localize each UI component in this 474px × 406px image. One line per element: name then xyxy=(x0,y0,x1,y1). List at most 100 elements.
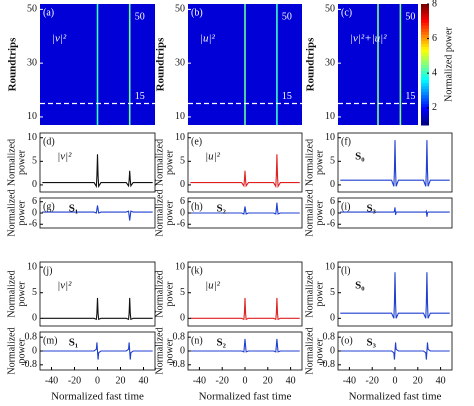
colorbar-segment xyxy=(421,46,429,50)
annotation: S₂ xyxy=(217,203,227,215)
data-line xyxy=(340,272,450,319)
colorbar-segment xyxy=(421,85,429,90)
colorbar-segment xyxy=(421,58,429,62)
y-tick-label: 30 xyxy=(175,57,185,68)
colorbar-segment xyxy=(421,52,429,56)
panel-label: (o) xyxy=(341,335,353,346)
x-tick-label: -20 xyxy=(216,375,229,386)
y-tick-label: 0 xyxy=(330,179,335,190)
data-line xyxy=(340,342,450,360)
y-axis-label: Normalized xyxy=(154,189,165,236)
y-tick-label: -6 xyxy=(327,219,335,230)
annotation: S₃ xyxy=(367,203,377,215)
y-axis-label: Roundtrips xyxy=(305,37,317,92)
y-tick-label: 0 xyxy=(180,313,185,324)
plot-frame xyxy=(39,197,156,229)
y-axis-label: Normalized xyxy=(304,270,315,317)
annotation: S₀ xyxy=(355,280,365,292)
y-axis-label: Normalized xyxy=(6,189,17,236)
annotation: |u|² xyxy=(205,280,221,292)
roundtrip-label: 15 xyxy=(282,91,292,102)
colorbar-segment xyxy=(421,67,429,72)
panel-label: (m) xyxy=(43,335,57,346)
data-line xyxy=(340,140,450,187)
colorbar-segment xyxy=(421,121,429,126)
y-axis-label: power xyxy=(314,200,325,226)
data-line xyxy=(190,202,300,215)
y-tick-label: 50 xyxy=(27,4,37,15)
colorbar-segment xyxy=(421,37,429,41)
colorbar-segment xyxy=(421,7,429,11)
y-tick-label: 10 xyxy=(325,111,335,122)
y-axis-label: Normalized xyxy=(304,189,315,236)
colorbar-segment xyxy=(421,25,429,29)
data-line xyxy=(42,297,153,321)
y-tick-label: 0 xyxy=(32,345,37,356)
y-axis-label: Normalized xyxy=(154,327,165,374)
y-axis-label: Normalized xyxy=(304,327,315,374)
panel-label: (i) xyxy=(341,201,350,212)
data-line xyxy=(42,342,153,360)
panel-label: (d) xyxy=(43,136,55,147)
y-axis-label: Normalized xyxy=(154,270,165,317)
colorbar-segment xyxy=(421,55,429,59)
annotation: S₁ xyxy=(69,337,78,349)
annotation: |v|²+|u|² xyxy=(350,33,387,45)
colorbar-segment xyxy=(421,19,429,23)
y-axis-label: power xyxy=(164,281,175,307)
panel-label: (n) xyxy=(191,335,203,346)
data-line xyxy=(340,207,450,217)
x-tick-label: 0 xyxy=(393,375,398,386)
data-line xyxy=(190,297,300,321)
annotation: |u|² xyxy=(205,151,221,163)
y-tick-label: 10 xyxy=(325,132,335,143)
panel-label: (b) xyxy=(191,7,203,18)
colorbar-label: Normalized power xyxy=(443,26,454,101)
x-tick-label: -40 xyxy=(193,375,206,386)
y-tick-label: -6 xyxy=(29,219,37,230)
annotation: S₁ xyxy=(69,203,78,215)
panel-label: (h) xyxy=(191,201,203,212)
y-tick-label: 0 xyxy=(180,345,185,356)
annotation: S₂ xyxy=(217,337,227,349)
roundtrip-label: 15 xyxy=(135,91,145,102)
annotation: S₀ xyxy=(355,151,365,163)
y-tick-label: 0.8 xyxy=(25,331,38,342)
colorbar-segment xyxy=(421,40,429,44)
y-tick-label: 5 xyxy=(330,156,335,167)
y-tick-label: 0 xyxy=(330,313,335,324)
colorbar-segment xyxy=(421,13,429,17)
y-tick-label: 5 xyxy=(32,287,37,298)
roundtrip-label: 15 xyxy=(405,91,415,102)
x-tick-label: 40 xyxy=(139,375,149,386)
colorbar-segment xyxy=(421,34,429,38)
y-tick-label: 0 xyxy=(180,179,185,190)
annotation: |v|² xyxy=(57,151,72,163)
roundtrip-label: 50 xyxy=(282,12,292,23)
colorbar-segment xyxy=(421,4,429,8)
y-tick-label: 6 xyxy=(180,196,185,207)
y-tick-label: 0 xyxy=(330,345,335,356)
y-tick-label: 0.8 xyxy=(323,331,336,342)
colorbar-segment xyxy=(421,97,429,102)
colorbar-segment xyxy=(421,31,429,35)
y-axis-label: Normalized xyxy=(6,327,17,374)
data-line xyxy=(42,205,153,221)
y-tick-label: 30 xyxy=(27,57,37,68)
y-tick-label: 50 xyxy=(175,4,185,15)
y-axis-label: power xyxy=(16,338,27,364)
y-tick-label: 10 xyxy=(27,111,37,122)
panel-label: (j) xyxy=(43,265,52,276)
y-tick-label: 10 xyxy=(175,132,185,143)
y-tick-label: 10 xyxy=(325,261,335,272)
colorbar-segment xyxy=(421,106,429,111)
x-tick-label: -20 xyxy=(366,375,379,386)
colorbar-segment xyxy=(421,43,429,47)
data-line xyxy=(190,154,300,189)
x-axis-label: Normalized fast time xyxy=(349,391,442,403)
y-tick-label: -6 xyxy=(177,219,185,230)
y-tick-label: -0.8 xyxy=(169,359,185,370)
x-tick-label: 0 xyxy=(95,375,100,386)
colorbar-segment xyxy=(421,49,429,53)
